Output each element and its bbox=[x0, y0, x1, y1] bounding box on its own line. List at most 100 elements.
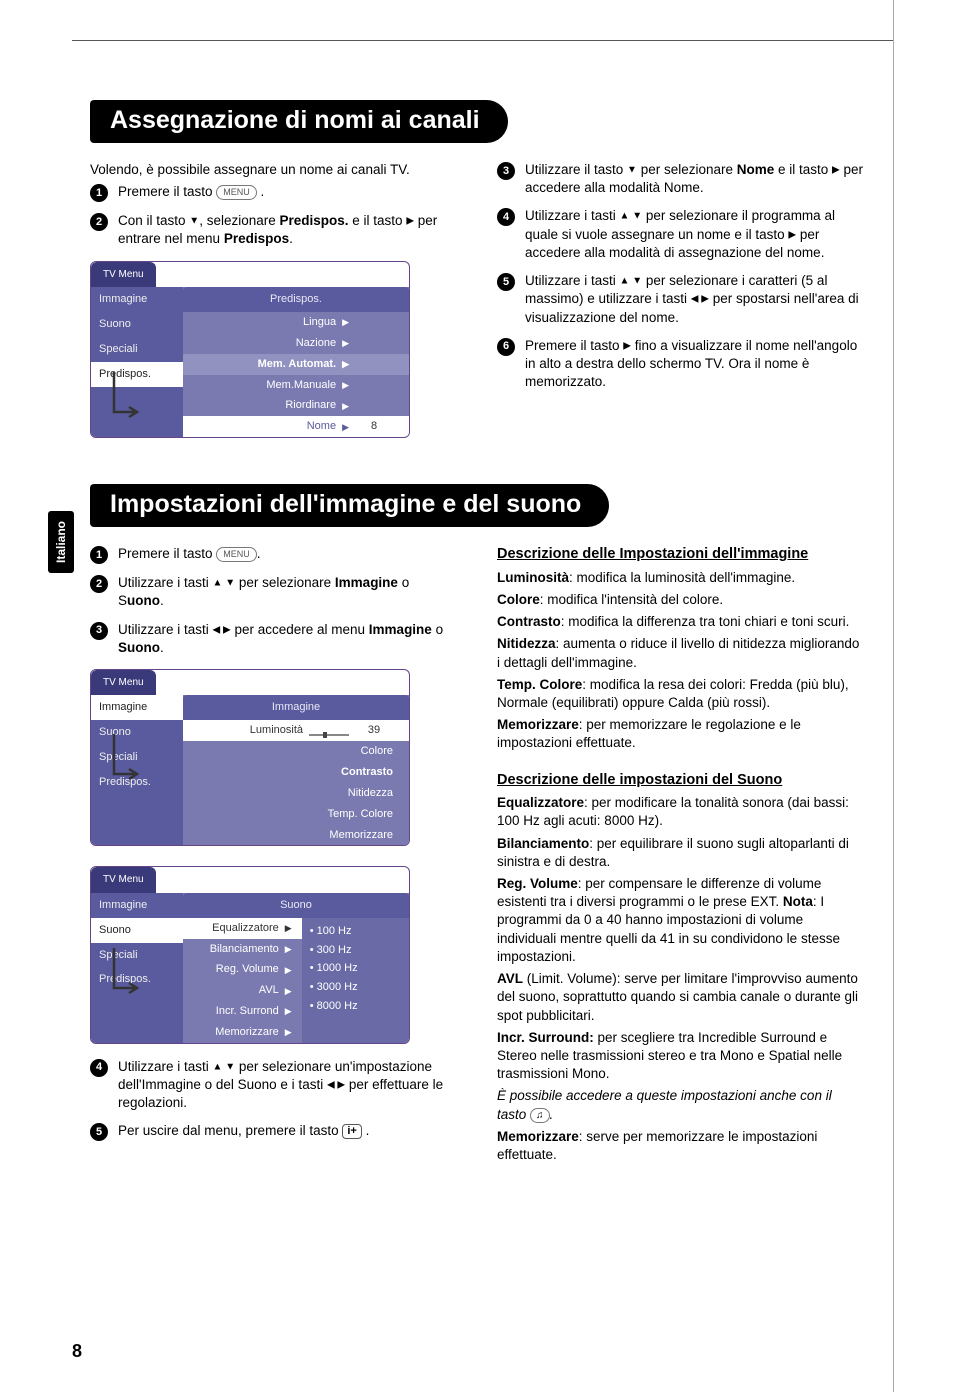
panel-item: Colore bbox=[193, 744, 399, 759]
panel-item-selected: Mem. Automat. bbox=[193, 357, 342, 372]
down-arrow-icon: ▼ bbox=[189, 216, 199, 227]
step-2-4: 4 Utilizzare i tasti ▲ ▼ per selezionare… bbox=[90, 1058, 457, 1113]
arrow-icon: ▶ bbox=[342, 421, 349, 433]
tvmenu-panel: Predispos. Lingua▶ Nazione▶ Mem. Automat… bbox=[183, 287, 409, 437]
bullet-6: 6 bbox=[497, 338, 515, 356]
tvmenu-title: TV Menu bbox=[91, 670, 156, 696]
section-1-left-col: Volendo, è possibile assegnare un nome a… bbox=[90, 161, 457, 438]
step-1-1-text-pre: Premere il tasto bbox=[118, 184, 216, 199]
arrow-icon: ▶ bbox=[285, 943, 292, 955]
panel-value: 8 bbox=[349, 419, 399, 434]
t: Temp. Colore bbox=[497, 677, 582, 692]
t: Immagine bbox=[335, 575, 398, 590]
t: . bbox=[362, 1123, 370, 1138]
menu-icon: MENU bbox=[216, 185, 257, 200]
menu-icon: MENU bbox=[216, 547, 257, 562]
panel-header: Predispos. bbox=[183, 287, 409, 312]
eq-freq-list: • 100 Hz • 300 Hz • 1000 Hz • 3000 Hz • … bbox=[302, 918, 409, 1043]
surround-icon: ♫ bbox=[530, 1108, 550, 1123]
desc-img-title: Descrizione delle Impostazioni dell'imma… bbox=[497, 545, 864, 565]
t: per selezionare bbox=[235, 575, 335, 590]
t: Nota bbox=[783, 894, 813, 909]
t: . bbox=[550, 1107, 554, 1122]
t: per selezionare bbox=[637, 162, 737, 177]
tvmenu-title: TV Menu bbox=[91, 867, 156, 893]
t: Utilizzare i tasti bbox=[118, 1059, 213, 1074]
step-1-1: 1 Premere il tasto MENU . bbox=[90, 183, 457, 202]
panel-item-selected: Contrasto bbox=[193, 765, 399, 780]
bullet-2: 2 bbox=[90, 213, 108, 231]
section-1-heading: Assegnazione di nomi ai canali bbox=[90, 100, 508, 143]
arrow-icon: ▶ bbox=[342, 316, 349, 328]
t: o bbox=[432, 622, 443, 637]
bullet-4: 4 bbox=[497, 208, 515, 226]
panel-item: Nome bbox=[193, 419, 342, 434]
panel-value: 39 bbox=[349, 723, 399, 738]
t: (Limit. Volume): serve per limitare l'im… bbox=[497, 971, 858, 1022]
bullet-3: 3 bbox=[497, 162, 515, 180]
arrow-icon: ▶ bbox=[285, 985, 292, 997]
side-item: Suono bbox=[91, 312, 183, 337]
eq-item: • 100 Hz bbox=[310, 922, 401, 941]
t: . bbox=[257, 546, 261, 561]
tvmenu-suono: TV Menu Immagine Suono Speciali Predispo… bbox=[90, 866, 410, 1043]
side-item: Speciali bbox=[91, 337, 183, 362]
panel-item: Memorizzare bbox=[193, 1025, 285, 1040]
t: Contrasto bbox=[497, 614, 561, 629]
updown-arrow-icon: ▲ ▼ bbox=[620, 211, 643, 222]
side-item-selected: Suono bbox=[91, 918, 183, 943]
arrow-icon: ▶ bbox=[342, 358, 349, 370]
t: Equalizzatore bbox=[497, 795, 584, 810]
arrow-icon: ▶ bbox=[342, 337, 349, 349]
step-1-6: 6 Premere il tasto ▶ fino a visualizzare… bbox=[497, 337, 864, 392]
section-2-right-col: Descrizione delle Impostazioni dell'imma… bbox=[497, 545, 864, 1168]
leftright-arrow-icon: ◀ ▶ bbox=[213, 624, 231, 635]
bullet-5: 5 bbox=[90, 1123, 108, 1141]
section-1-intro: Volendo, è possibile assegnare un nome a… bbox=[90, 161, 457, 179]
tvmenu-title: TV Menu bbox=[91, 262, 156, 288]
t: Suono bbox=[118, 640, 160, 655]
tvmenu-panel: Suono Equalizzatore▶ Bilanciamento▶ Reg.… bbox=[183, 893, 409, 1043]
t: Bilanciamento bbox=[497, 836, 589, 851]
info-button-icon: i+ bbox=[342, 1124, 361, 1139]
eq-item: • 3000 Hz bbox=[310, 978, 401, 997]
step-1-5: 5 Utilizzare i tasti ▲ ▼ per selezionare… bbox=[497, 272, 864, 327]
t: Predispos. bbox=[280, 213, 349, 228]
t: e il tasto bbox=[349, 213, 407, 228]
bullet-1: 1 bbox=[90, 184, 108, 202]
t: Memorizzare bbox=[497, 1129, 579, 1144]
t: . bbox=[160, 593, 164, 608]
updown-arrow-icon: ▲ ▼ bbox=[213, 578, 236, 589]
t: Colore bbox=[497, 592, 540, 607]
panel-item: Nitidezza bbox=[193, 786, 399, 801]
t: Predispos bbox=[224, 231, 289, 246]
desc-snd-title: Descrizione delle impostazioni del Suono bbox=[497, 771, 864, 791]
step-2-1: 1 Premere il tasto MENU. bbox=[90, 545, 457, 564]
t: AVL bbox=[497, 971, 523, 986]
arrow-icon: ▶ bbox=[285, 922, 292, 934]
flow-arrow-icon bbox=[109, 943, 149, 1003]
side-item: Immagine bbox=[91, 287, 183, 312]
panel-item: Incr. Surrond bbox=[193, 1004, 285, 1019]
panel-item: Luminosità bbox=[193, 723, 309, 738]
bullet-2: 2 bbox=[90, 575, 108, 593]
bullet-5: 5 bbox=[497, 273, 515, 291]
t: Reg. Volume bbox=[497, 876, 578, 891]
section-1: Assegnazione di nomi ai canali Volendo, … bbox=[90, 100, 864, 438]
panel-item: Lingua bbox=[193, 315, 342, 330]
bullet-3: 3 bbox=[90, 622, 108, 640]
panel-item: Bilanciamento bbox=[193, 942, 285, 957]
right-arrow-icon: ▶ bbox=[623, 340, 631, 351]
section-2-left-col: 1 Premere il tasto MENU. 2 Utilizzare i … bbox=[90, 545, 457, 1168]
leftright-arrow-icon: ◀ ▶ bbox=[327, 1080, 345, 1091]
t: Utilizzare i tasti bbox=[118, 622, 213, 637]
section-2: Impostazioni dell'immagine e del suono 1… bbox=[90, 484, 864, 1168]
page-content: Assegnazione di nomi ai canali Volendo, … bbox=[90, 100, 864, 1168]
step-1-1-text-post: . bbox=[257, 184, 265, 199]
t: : modifica l'intensità del colore. bbox=[540, 592, 723, 607]
step-2-2: 2 Utilizzare i tasti ▲ ▼ per selezionare… bbox=[90, 574, 457, 610]
flow-arrow-icon bbox=[109, 729, 149, 789]
down-arrow-icon: ▼ bbox=[627, 165, 637, 176]
step-1-4: 4 Utilizzare i tasti ▲ ▼ per selezionare… bbox=[497, 207, 864, 262]
step-1-2: 2 Con il tasto ▼, selezionare Predispos.… bbox=[90, 212, 457, 248]
